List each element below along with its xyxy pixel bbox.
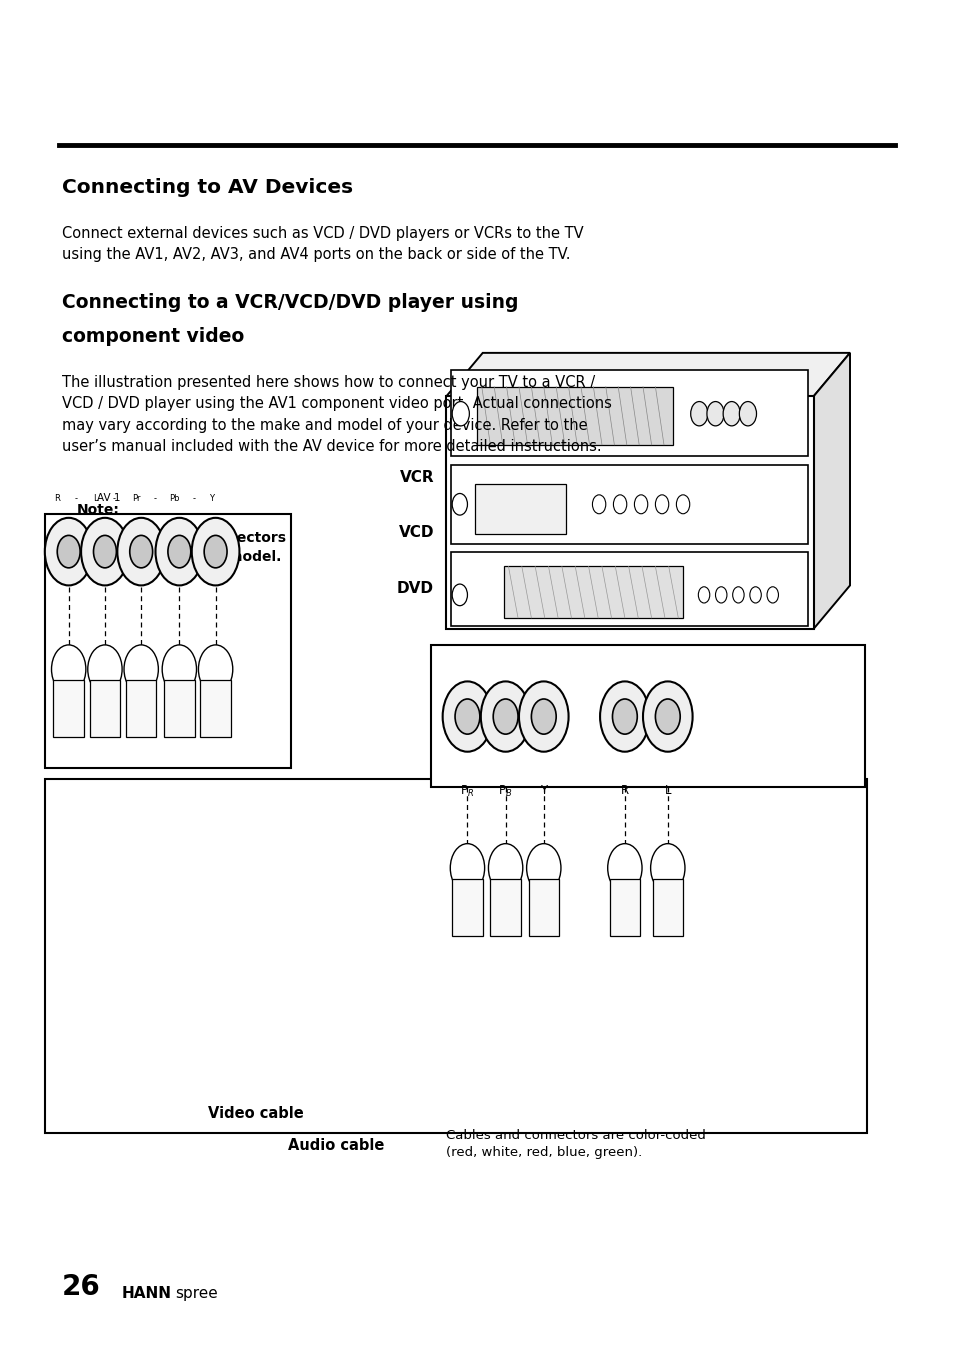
Text: -: -: [153, 493, 157, 503]
Text: P$_R$: P$_R$: [460, 784, 474, 799]
Text: Connect external devices such as VCD / DVD players or VCRs to the TV
using the A: Connect external devices such as VCD / D…: [62, 226, 583, 262]
FancyBboxPatch shape: [53, 680, 84, 737]
Circle shape: [450, 844, 484, 892]
Circle shape: [676, 495, 689, 514]
Circle shape: [655, 495, 668, 514]
Text: P$_B$: P$_B$: [497, 784, 513, 799]
FancyBboxPatch shape: [446, 396, 813, 629]
Circle shape: [706, 402, 723, 426]
Circle shape: [57, 535, 80, 568]
Text: -: -: [74, 493, 78, 503]
Circle shape: [612, 699, 637, 734]
FancyBboxPatch shape: [609, 879, 639, 936]
Circle shape: [634, 495, 647, 514]
Circle shape: [518, 681, 568, 752]
FancyBboxPatch shape: [475, 484, 565, 534]
Circle shape: [613, 495, 626, 514]
Text: The illustration presented here shows how to connect your TV to a VCR /
VCD / DV: The illustration presented here shows ho…: [62, 375, 611, 454]
FancyBboxPatch shape: [476, 387, 672, 445]
Text: Note:: Note:: [76, 503, 119, 516]
Text: HANN: HANN: [121, 1286, 171, 1301]
FancyBboxPatch shape: [452, 879, 482, 936]
Circle shape: [493, 699, 517, 734]
Text: Y: Y: [209, 493, 214, 503]
Text: VCR: VCR: [399, 470, 434, 485]
Circle shape: [749, 587, 760, 603]
Text: Audio cable: Audio cable: [287, 1138, 384, 1153]
FancyBboxPatch shape: [200, 680, 231, 737]
Text: R: R: [54, 493, 60, 503]
Circle shape: [690, 402, 707, 426]
Circle shape: [592, 495, 605, 514]
Circle shape: [655, 699, 679, 734]
Text: -: -: [112, 493, 116, 503]
Text: VCD: VCD: [398, 525, 434, 539]
Text: AV 1: AV 1: [97, 493, 120, 503]
Circle shape: [124, 645, 158, 694]
Circle shape: [45, 518, 92, 585]
Text: L: L: [664, 784, 670, 798]
Text: Y: Y: [539, 784, 547, 798]
Circle shape: [117, 518, 165, 585]
Circle shape: [488, 844, 522, 892]
Circle shape: [155, 518, 203, 585]
Circle shape: [650, 844, 684, 892]
Circle shape: [162, 645, 196, 694]
Circle shape: [607, 844, 641, 892]
Circle shape: [192, 518, 239, 585]
Circle shape: [715, 587, 726, 603]
Text: Pb: Pb: [169, 493, 180, 503]
FancyBboxPatch shape: [490, 879, 520, 936]
FancyBboxPatch shape: [451, 465, 807, 544]
Circle shape: [198, 645, 233, 694]
Text: Connecting to a VCR/VCD/DVD player using: Connecting to a VCR/VCD/DVD player using: [62, 293, 518, 312]
FancyBboxPatch shape: [451, 552, 807, 626]
Text: L: L: [93, 493, 97, 503]
Text: DVD: DVD: [396, 581, 434, 596]
Circle shape: [51, 645, 86, 694]
Circle shape: [722, 402, 740, 426]
Circle shape: [442, 681, 492, 752]
Text: 26: 26: [62, 1272, 101, 1301]
Circle shape: [88, 645, 122, 694]
Circle shape: [452, 493, 467, 515]
Text: Location of the connectors
depends on the TV model.: Location of the connectors depends on th…: [76, 531, 286, 564]
FancyBboxPatch shape: [431, 645, 864, 787]
Circle shape: [766, 587, 778, 603]
Circle shape: [452, 584, 467, 606]
FancyBboxPatch shape: [503, 566, 682, 618]
Circle shape: [599, 681, 649, 752]
Circle shape: [526, 844, 560, 892]
Circle shape: [531, 699, 556, 734]
Text: component video: component video: [62, 327, 244, 346]
Polygon shape: [446, 353, 849, 396]
Text: Pr: Pr: [132, 493, 140, 503]
Circle shape: [739, 402, 756, 426]
FancyBboxPatch shape: [528, 879, 558, 936]
FancyBboxPatch shape: [126, 680, 156, 737]
Circle shape: [130, 535, 152, 568]
Text: spree: spree: [175, 1286, 218, 1301]
Text: Connecting to AV Devices: Connecting to AV Devices: [62, 178, 353, 197]
Circle shape: [480, 681, 530, 752]
Text: Cables and connectors are color-coded
(red, white, red, blue, green).: Cables and connectors are color-coded (r…: [446, 1129, 705, 1159]
FancyBboxPatch shape: [451, 370, 807, 456]
Text: R: R: [620, 784, 628, 798]
Circle shape: [81, 518, 129, 585]
Circle shape: [452, 402, 469, 426]
Text: Video cable: Video cable: [208, 1106, 303, 1121]
Circle shape: [732, 587, 743, 603]
Circle shape: [455, 699, 479, 734]
Circle shape: [642, 681, 692, 752]
Polygon shape: [813, 353, 849, 629]
Circle shape: [168, 535, 191, 568]
FancyBboxPatch shape: [90, 680, 120, 737]
Circle shape: [204, 535, 227, 568]
FancyBboxPatch shape: [164, 680, 194, 737]
FancyBboxPatch shape: [45, 514, 291, 768]
Circle shape: [93, 535, 116, 568]
Text: -: -: [192, 493, 195, 503]
Circle shape: [698, 587, 709, 603]
FancyBboxPatch shape: [652, 879, 682, 936]
